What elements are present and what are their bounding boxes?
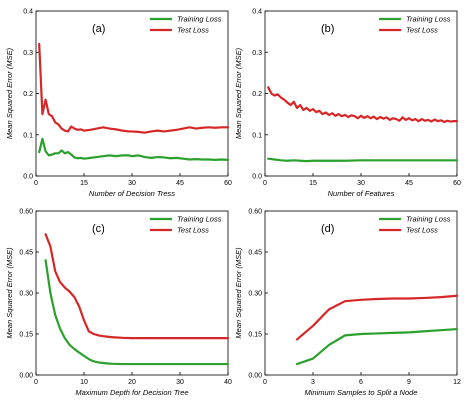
series-line-training-loss bbox=[44, 259, 230, 366]
y-axis-label: Mean Squared Error (MSE) bbox=[5, 247, 14, 339]
x-tick-label: 60 bbox=[453, 180, 461, 187]
y-tick-label: 0.1 bbox=[23, 132, 33, 139]
y-tick-label: 0.60 bbox=[19, 209, 33, 216]
x-tick-label: 0 bbox=[34, 379, 38, 386]
y-axis-label: Mean Squared Error (MSE) bbox=[234, 47, 243, 139]
x-tick-label: 10 bbox=[80, 379, 88, 386]
y-tick-label: 0.0 bbox=[23, 174, 33, 181]
panel-label: (d) bbox=[321, 223, 334, 235]
series-line-training-loss bbox=[295, 327, 459, 366]
y-tick-label: 0.60 bbox=[248, 209, 262, 216]
y-tick-label: 0.45 bbox=[19, 250, 33, 257]
legend-entry: Test Loss bbox=[177, 226, 209, 235]
series-line-test-loss bbox=[295, 294, 459, 341]
y-tick-label: 0.0 bbox=[252, 174, 262, 181]
plot-frame bbox=[264, 210, 458, 376]
y-tick-label: 0.30 bbox=[19, 291, 33, 298]
series-line-training-loss bbox=[267, 157, 459, 163]
legend-entry: Training Loss bbox=[406, 215, 451, 224]
y-tick-label: 0.1 bbox=[252, 132, 262, 139]
x-tick-label: 12 bbox=[453, 379, 461, 386]
x-tick-label: 0 bbox=[34, 180, 38, 187]
y-tick-label: 0.15 bbox=[19, 332, 33, 339]
x-tick-label: 3 bbox=[311, 379, 315, 386]
x-tick-label: 9 bbox=[407, 379, 411, 386]
x-tick-label: 60 bbox=[224, 180, 232, 187]
legend-entry: Test Loss bbox=[406, 226, 438, 235]
series-line-test-loss bbox=[38, 42, 230, 134]
x-tick-label: 15 bbox=[80, 180, 88, 187]
panel-label: (c) bbox=[92, 223, 105, 235]
x-tick-label: 20 bbox=[128, 379, 136, 386]
x-axis-label: Maximum Depth for Decision Tree bbox=[75, 388, 188, 397]
y-tick-label: 0.30 bbox=[248, 291, 262, 298]
plot-frame bbox=[35, 210, 229, 376]
y-tick-label: 0.00 bbox=[248, 373, 262, 380]
series-line-test-loss bbox=[44, 233, 230, 340]
y-tick-label: 0.45 bbox=[248, 250, 262, 257]
y-tick-label: 0.2 bbox=[23, 91, 33, 98]
y-tick-label: 0.4 bbox=[23, 9, 33, 16]
x-tick-label: 6 bbox=[359, 379, 363, 386]
panel-label: (b) bbox=[321, 23, 334, 35]
panel-label: (a) bbox=[92, 23, 105, 35]
y-tick-label: 0.00 bbox=[19, 373, 33, 380]
legend-entry: Test Loss bbox=[177, 26, 209, 35]
legend-entry: Training Loss bbox=[177, 215, 222, 224]
x-axis-label: Number of Decision Tress bbox=[89, 189, 175, 198]
x-tick-label: 30 bbox=[128, 180, 136, 187]
series-line-training-loss bbox=[38, 137, 230, 162]
plot-frame bbox=[35, 10, 229, 177]
series-line-test-loss bbox=[267, 86, 459, 124]
y-tick-label: 0.4 bbox=[252, 9, 262, 16]
y-tick-label: 0.3 bbox=[252, 50, 262, 57]
legend-entry: Training Loss bbox=[406, 15, 451, 24]
plot-frame bbox=[264, 10, 458, 177]
y-tick-label: 0.15 bbox=[248, 332, 262, 339]
x-tick-label: 45 bbox=[176, 180, 184, 187]
x-tick-label: 30 bbox=[176, 379, 184, 386]
legend-entry: Training Loss bbox=[177, 15, 222, 24]
chart-panel-3: 0 3 6 9 12 0.00 0.15 0.30 0.45 0.60 Minimum Sample… bbox=[234, 209, 461, 398]
x-axis-label: Minimum Samples to Split a Node bbox=[305, 388, 418, 397]
x-axis-label: Number of Features bbox=[328, 189, 395, 198]
x-tick-label: 0 bbox=[263, 180, 267, 187]
x-tick-label: 45 bbox=[405, 180, 413, 187]
chart-panel-1: 0 15 30 45 60 0.0 0.1 0.2 0.3 0.4 Number of Featur… bbox=[234, 9, 461, 199]
y-tick-label: 0.3 bbox=[23, 50, 33, 57]
y-axis-label: Mean Squared Error (MSE) bbox=[5, 47, 14, 139]
x-tick-label: 15 bbox=[309, 180, 317, 187]
x-tick-label: 40 bbox=[224, 379, 232, 386]
x-tick-label: 30 bbox=[357, 180, 365, 187]
chart-panel-2: 0 10 20 30 40 0.00 0.15 0.30 0.45 0.60 Maximum Dep… bbox=[5, 209, 232, 398]
y-tick-label: 0.2 bbox=[252, 91, 262, 98]
chart-panel-0: 0 15 30 45 60 0.0 0.1 0.2 0.3 0.4 Number of Decisi… bbox=[5, 9, 232, 199]
legend-entry: Test Loss bbox=[406, 26, 438, 35]
x-tick-label: 0 bbox=[263, 379, 267, 386]
y-axis-label: Mean Squared Error (MSE) bbox=[234, 247, 243, 339]
